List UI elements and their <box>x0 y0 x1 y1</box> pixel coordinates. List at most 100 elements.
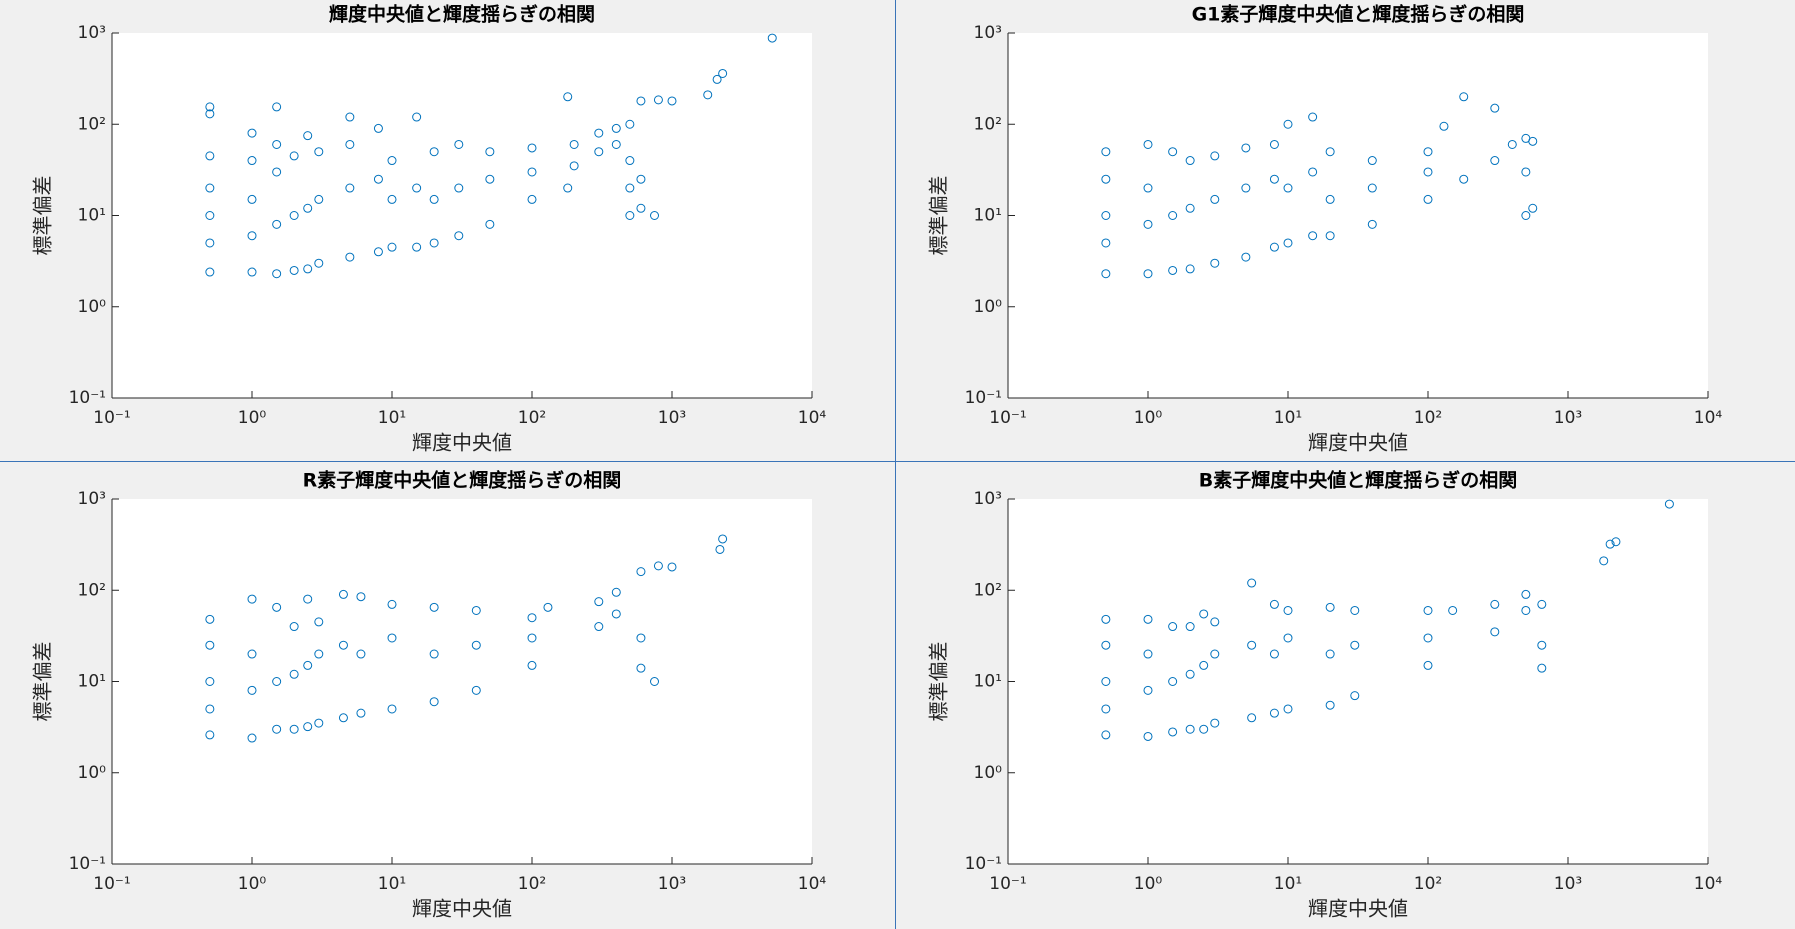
scatter-point <box>272 269 282 279</box>
y-axis-label: 標準偏差 <box>927 176 951 256</box>
scatter-point <box>387 599 397 609</box>
scatter-point <box>272 724 282 734</box>
y-tick-label: 10³ <box>974 23 1002 43</box>
scatter-point <box>356 708 366 718</box>
scatter-point <box>345 252 355 262</box>
scatter-point <box>1101 147 1111 157</box>
scatter-point <box>1269 242 1279 252</box>
scatter-point <box>1247 578 1257 588</box>
scatter-point <box>289 669 299 679</box>
plot-area <box>1008 33 1708 398</box>
scatter-point <box>1283 183 1293 193</box>
scatter-point <box>289 724 299 734</box>
scatter-point <box>1367 219 1377 229</box>
scatter-point <box>1521 605 1531 615</box>
scatter-point <box>387 242 397 252</box>
scatter-point <box>247 156 257 166</box>
scatter-point <box>247 267 257 277</box>
scatter-point <box>1423 194 1433 204</box>
scatter-point <box>650 211 660 220</box>
y-tick-label: 10¹ <box>974 672 1002 692</box>
scatter-point <box>387 194 397 204</box>
scatter-point <box>1308 167 1318 177</box>
x-tick-label: 10¹ <box>1274 874 1302 894</box>
scatter-point <box>205 102 215 112</box>
y-axis-label: 標準偏差 <box>31 642 55 722</box>
y-tick-label: 10⁰ <box>974 297 1003 317</box>
scatter-point <box>1241 183 1251 193</box>
scatter-point <box>718 534 728 544</box>
scatter-point <box>412 112 422 122</box>
x-tick-label: 10⁰ <box>238 408 267 428</box>
scatter-point <box>527 613 537 623</box>
scatter-point <box>373 174 383 184</box>
scatter-point <box>1185 669 1195 679</box>
scatter-point <box>636 203 646 213</box>
y-tick-label: 10⁻¹ <box>965 388 1002 408</box>
scatter-point <box>205 183 215 193</box>
x-tick-label: 10⁴ <box>798 874 827 894</box>
scatter-point <box>429 194 439 204</box>
scatter-point <box>1283 704 1293 714</box>
chart-title: G1素子輝度中央値と輝度揺らぎの相関 <box>1192 3 1525 26</box>
scatter-point <box>611 123 621 133</box>
scatter-point <box>471 605 481 615</box>
scatter-point <box>1325 649 1335 659</box>
scatter-point <box>1269 599 1279 609</box>
scatter-point <box>345 183 355 193</box>
scatter-point <box>1599 556 1609 566</box>
scatter-point <box>1448 605 1458 615</box>
scatter-point <box>485 174 495 184</box>
scatter-point <box>1210 718 1220 728</box>
scatter-point <box>1143 269 1153 279</box>
scatter-point <box>636 96 646 106</box>
scatter-point <box>1459 92 1469 102</box>
scatter-point <box>314 194 324 204</box>
scatter-point <box>1350 605 1360 615</box>
scatter-point <box>429 238 439 248</box>
chart-title: 輝度中央値と輝度揺らぎの相関 <box>329 3 595 26</box>
scatter-point <box>429 697 439 707</box>
scatter-point <box>767 33 777 43</box>
scatter-point <box>1143 139 1153 149</box>
scatter-point <box>247 733 257 743</box>
scatter-point <box>653 561 663 571</box>
scatter-point <box>289 622 299 632</box>
y-tick-label: 10³ <box>78 489 106 509</box>
x-tick-label: 10⁰ <box>1134 874 1163 894</box>
y-tick-label: 10³ <box>974 489 1002 509</box>
scatter-point <box>1423 147 1433 157</box>
scatter-point <box>1490 156 1500 166</box>
scatter-point <box>1247 713 1257 723</box>
scatter-point <box>636 633 646 643</box>
scatter-point <box>527 194 537 204</box>
scatter-point <box>471 640 481 650</box>
scatter-point <box>1185 622 1195 632</box>
x-tick-label: 10² <box>1414 408 1442 428</box>
scatter-point <box>1101 211 1111 220</box>
plot-area <box>112 499 812 864</box>
x-tick-label: 10³ <box>1554 408 1582 428</box>
scatter-point <box>1521 167 1531 177</box>
scatter-point <box>625 183 635 193</box>
scatter-point <box>289 265 299 275</box>
y-tick-label: 10¹ <box>78 206 106 226</box>
scatter-point <box>303 264 313 274</box>
scatter-point <box>712 74 722 84</box>
scatter-point <box>247 231 257 241</box>
scatter-point <box>1325 147 1335 157</box>
x-tick-label: 10² <box>1414 874 1442 894</box>
scatter-point <box>1101 640 1111 650</box>
scatter-point <box>289 151 299 161</box>
chart-title: R素子輝度中央値と輝度揺らぎの相関 <box>303 469 622 492</box>
scatter-point <box>1210 151 1220 161</box>
scatter-point <box>594 597 604 607</box>
scatter-point <box>563 183 573 193</box>
scatter-point <box>454 231 464 241</box>
scatter-point <box>563 92 573 102</box>
scatter-point <box>412 183 422 193</box>
x-tick-label: 10³ <box>658 874 686 894</box>
scatter-point <box>205 238 215 248</box>
